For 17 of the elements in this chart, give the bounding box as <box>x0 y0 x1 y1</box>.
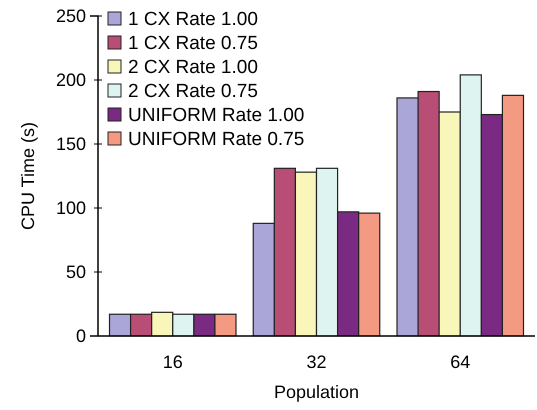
x-tick-label: 32 <box>306 352 327 372</box>
legend-label: 2 CX Rate 1.00 <box>128 57 258 78</box>
y-tick-label: 200 <box>56 70 86 90</box>
legend-label: UNIFORM Rate 1.00 <box>128 105 304 126</box>
y-tick-label: 100 <box>56 198 86 218</box>
y-tick-label: 50 <box>66 262 86 282</box>
y-axis-title: CPU Time (s) <box>18 122 38 230</box>
legend-label: UNIFORM Rate 0.75 <box>128 129 304 150</box>
x-tick-label: 16 <box>162 352 183 372</box>
x-axis-title: Population <box>274 382 360 402</box>
legend-label: 1 CX Rate 1.00 <box>128 9 258 30</box>
legend-label: 2 CX Rate 0.75 <box>128 81 258 102</box>
y-tick-label: 250 <box>56 6 86 26</box>
y-tick-label: 0 <box>76 326 86 346</box>
x-tick-label: 64 <box>450 352 470 372</box>
legend-label: 1 CX Rate 0.75 <box>128 33 258 54</box>
y-tick-label: 150 <box>56 134 86 154</box>
